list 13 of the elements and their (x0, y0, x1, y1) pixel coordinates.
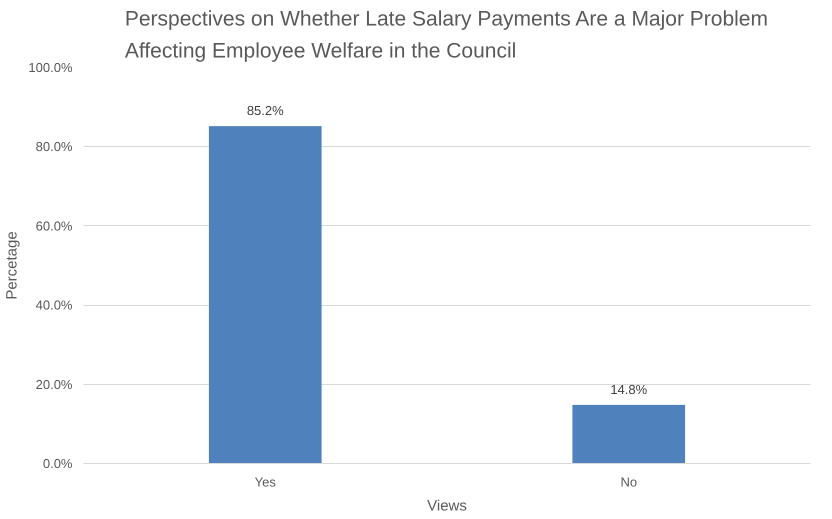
y-tick-label: 20.0% (36, 376, 73, 392)
x-tick-label: No (620, 474, 638, 490)
x-tick-label: Yes (254, 474, 276, 490)
chart-title: Perspectives on Whether Late Salary Payments Are a Major Problem Affecting Employee Welfare in the Council (124, 7, 768, 62)
y-tick-label: 40.0% (36, 298, 73, 313)
data-label: 85.2% (246, 103, 284, 118)
y-tick-label: 0.0% (42, 456, 73, 471)
y-tick-label: 100.0% (28, 60, 73, 75)
y-tick-label: 80.0% (36, 139, 73, 154)
y-tick-label: 60.0% (36, 218, 73, 234)
x-axis-title: Views (427, 498, 467, 514)
data-label: 14.8% (610, 382, 648, 397)
y-axis-title: Percetage (3, 231, 20, 300)
